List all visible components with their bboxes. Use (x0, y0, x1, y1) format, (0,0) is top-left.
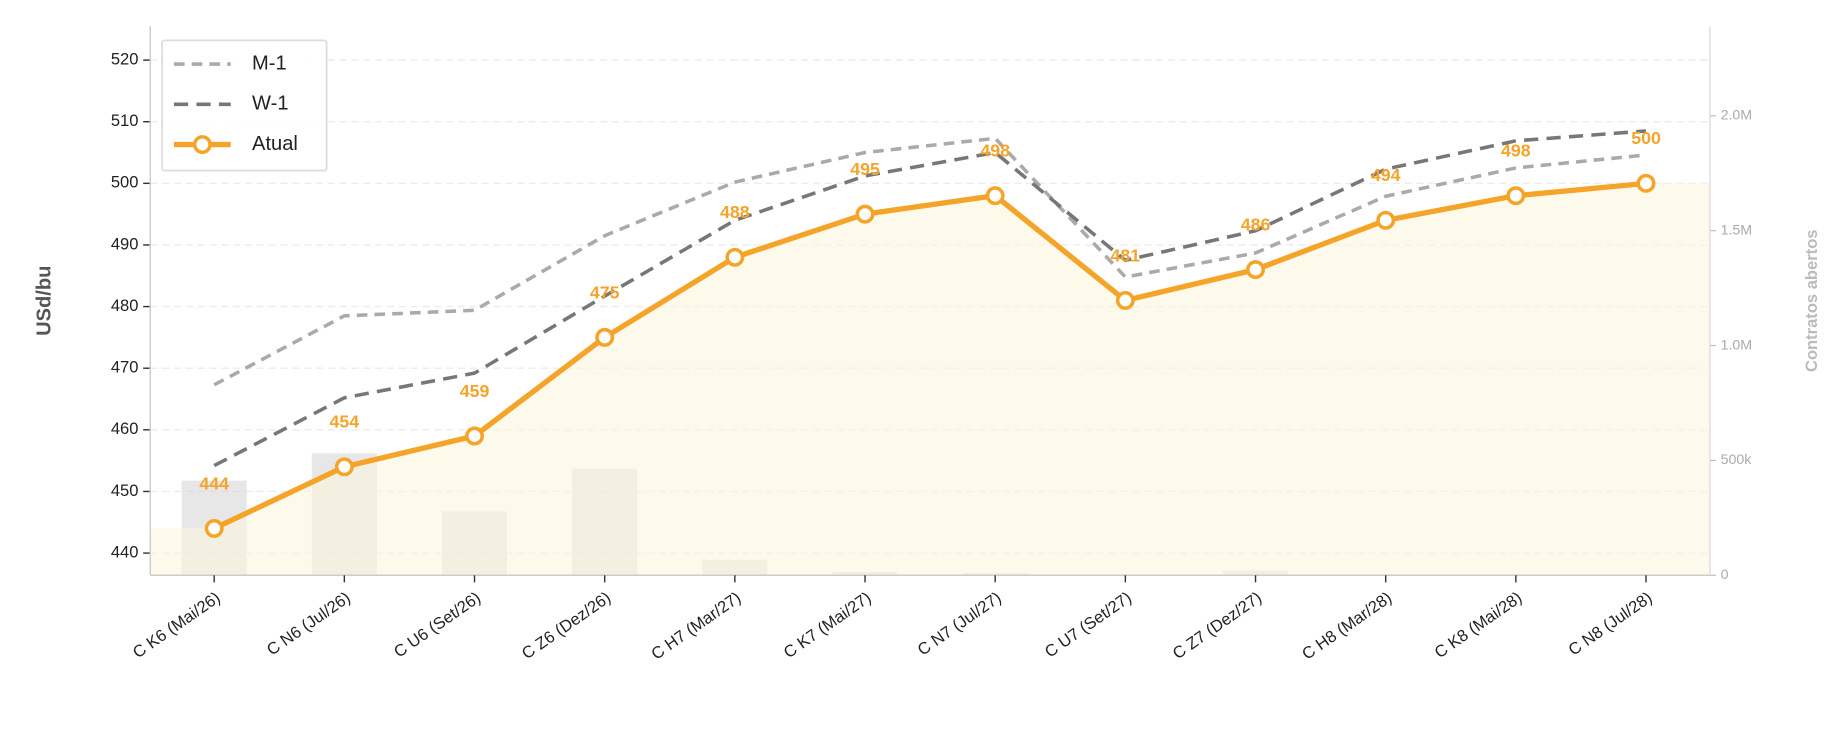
x-tick-label: C K8 (Mai/28) (1431, 588, 1526, 662)
data-label: 494 (1371, 165, 1401, 185)
y-tick-label: 480 (111, 296, 139, 315)
x-tick-label: C N8 (Jul/28) (1565, 588, 1656, 659)
y-tick-label: 460 (111, 419, 139, 438)
series-line (213, 180, 1647, 531)
y2-tick-label: 2.0M (1721, 108, 1753, 124)
y2-axis-label: Contratos abertos (1802, 229, 1821, 372)
data-label: 498 (1501, 141, 1531, 161)
series-line (213, 136, 1647, 387)
y2-tick-label: 1.5M (1721, 222, 1753, 238)
x-tick-label: C U6 (Set/26) (390, 588, 484, 662)
x-tick-label: C H7 (Mar/27) (648, 588, 745, 664)
x-tick-label: C N7 (Jul/27) (914, 588, 1005, 659)
y-tick-label: 490 (111, 234, 139, 253)
data-label: 498 (980, 141, 1010, 161)
legend-label: W-1 (252, 93, 289, 115)
data-label: 444 (199, 473, 229, 493)
point-marker (595, 327, 615, 347)
y2-tick-label: 0 (1721, 567, 1729, 583)
point-marker (334, 457, 354, 477)
x-tick-label: C K7 (Mai/27) (780, 588, 875, 662)
legend-label: Atual (252, 133, 298, 155)
x-tick-label: C Z7 (Dez/27) (1169, 588, 1265, 663)
point-marker (725, 247, 745, 267)
point-marker (1376, 210, 1396, 230)
x-tick-label: C N6 (Jul/26) (263, 588, 354, 659)
data-label: 454 (330, 412, 360, 432)
data-label: 500 (1631, 128, 1661, 148)
point-marker (1246, 260, 1265, 280)
y-tick-label: 510 (111, 111, 139, 130)
series-line (213, 129, 1647, 468)
legend-label: M-1 (252, 52, 287, 74)
data-label: 488 (720, 202, 750, 222)
area-fill (150, 183, 1710, 576)
point-marker (1506, 186, 1526, 206)
data-label: 495 (850, 159, 880, 179)
data-label: 481 (1111, 245, 1141, 265)
y2-tick-label: 500k (1721, 452, 1753, 468)
legend-marker (192, 135, 212, 154)
x-tick-label: C K6 (Mai/26) (129, 588, 224, 662)
legend: M-1 W-1 Atual (161, 39, 328, 172)
x-tick-label: C Z6 (Dez/26) (518, 588, 614, 663)
x-tick-label: C H8 (Mar/28) (1298, 588, 1395, 664)
y-axis-label: USd/bu (33, 266, 55, 336)
y-tick-label: 470 (111, 358, 139, 377)
point-marker (855, 204, 875, 224)
point-marker (985, 186, 1005, 206)
point-marker (204, 518, 224, 538)
y-tick-label: 450 (111, 481, 139, 500)
data-label: 486 (1241, 215, 1271, 235)
y-tick-label: 520 (111, 49, 139, 68)
point-marker (1115, 290, 1135, 310)
y-tick-label: 500 (111, 173, 139, 192)
y-tick-label: 440 (111, 542, 139, 561)
x-tick-label: C U7 (Set/27) (1041, 588, 1135, 662)
point-marker (465, 426, 484, 446)
y2-tick-label: 1.0M (1721, 337, 1753, 353)
point-marker (1636, 173, 1656, 193)
data-label: 475 (590, 282, 620, 302)
data-label: 459 (460, 381, 490, 401)
